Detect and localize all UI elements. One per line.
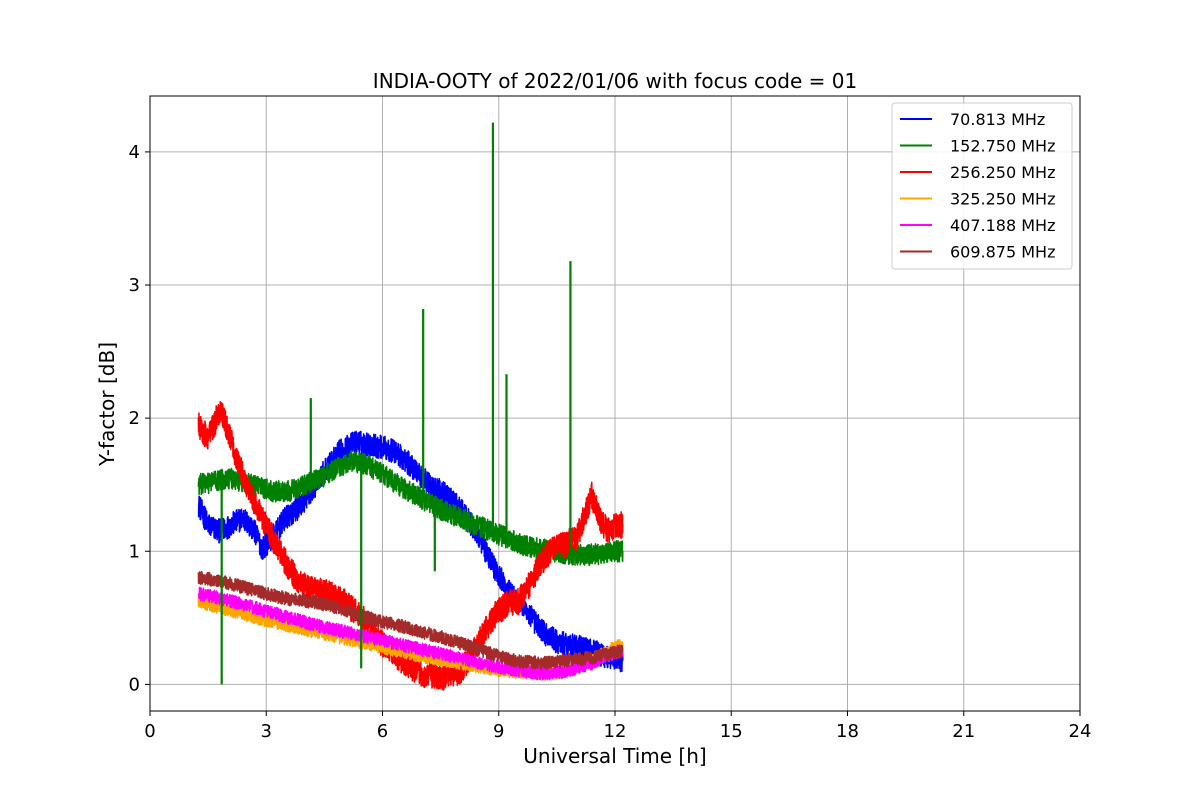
series-line — [197, 570, 624, 671]
x-tick-label: 15 — [720, 721, 743, 742]
legend-label: 70.813 MHz — [950, 110, 1045, 129]
plot-area — [197, 122, 624, 691]
series-line — [197, 586, 624, 681]
series-line — [197, 430, 624, 673]
y-tick-label: 2 — [129, 408, 140, 429]
legend-label: 256.250 MHz — [950, 163, 1055, 182]
legend: 70.813 MHz 152.750 MHz 256.250 MHz 325.250 … — [891, 102, 1073, 270]
x-tick-label: 3 — [261, 721, 272, 742]
x-axis-label: Universal Time [h] — [523, 744, 706, 768]
x-tick-label: 12 — [604, 721, 627, 742]
legend-label: 152.750 MHz — [950, 137, 1055, 156]
y-tick-label: 0 — [129, 674, 140, 695]
x-tick-label: 9 — [493, 721, 504, 742]
series-line — [197, 401, 624, 691]
legend-label: 609.875 MHz — [950, 243, 1055, 262]
x-tick-label: 0 — [144, 721, 155, 742]
x-tick-label: 6 — [377, 721, 388, 742]
x-tick-label: 24 — [1069, 721, 1092, 742]
y-tick-label: 3 — [129, 275, 140, 296]
x-tick-label: 18 — [836, 721, 859, 742]
x-tick-label: 21 — [952, 721, 975, 742]
legend-label: 407.188 MHz — [950, 216, 1055, 235]
legend-label: 325.250 MHz — [950, 190, 1055, 209]
y-axis-label: Y-factor [dB] — [95, 342, 119, 467]
y-tick-label: 1 — [129, 541, 140, 562]
y-tick-label: 4 — [129, 142, 140, 163]
legend-box — [891, 102, 1073, 270]
chart-title: INDIA-OOTY of 2022/01/06 with focus code… — [373, 69, 857, 93]
